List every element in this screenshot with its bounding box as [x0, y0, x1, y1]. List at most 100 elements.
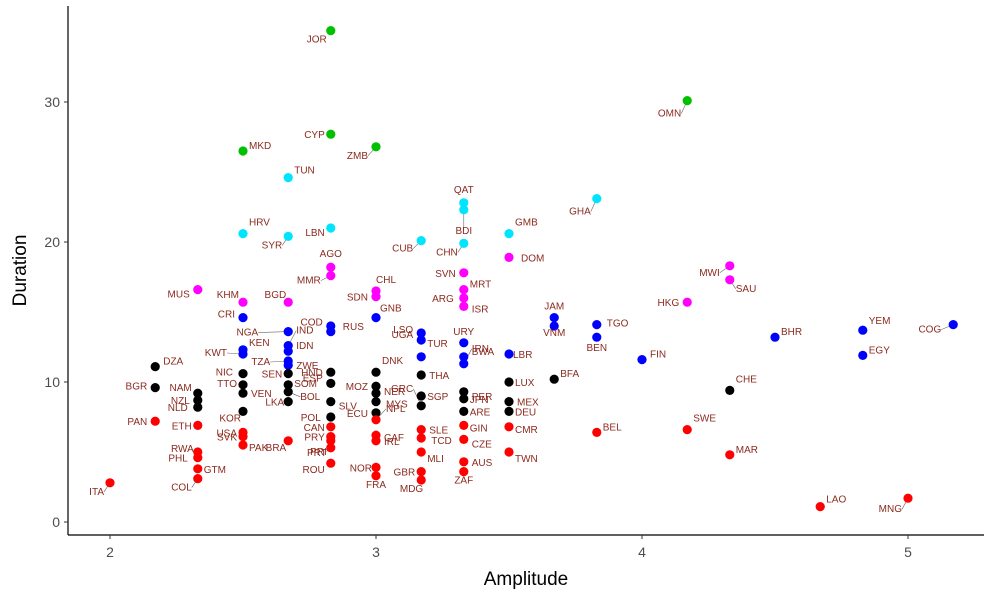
point-label: BHR — [781, 327, 802, 338]
data-point — [459, 457, 469, 467]
point-label: ESP — [303, 373, 323, 384]
x-tick-label: 4 — [638, 544, 646, 560]
point-label: ZAF — [454, 476, 473, 487]
point-label: DEU — [515, 407, 536, 418]
point-label: MDG — [400, 484, 424, 495]
point-label: OMN — [658, 109, 681, 120]
point-label: SLV — [339, 402, 357, 413]
data-point — [948, 320, 958, 330]
point-label: TTO — [217, 379, 237, 390]
data-point — [283, 297, 293, 307]
y-tick-label: 0 — [52, 514, 60, 530]
data-point — [504, 252, 514, 262]
point-label: LKA — [265, 398, 284, 409]
point-label: JAM — [544, 302, 564, 313]
point-label: KWT — [205, 348, 227, 359]
data-point — [371, 462, 381, 472]
point-label: KEN — [249, 338, 270, 349]
data-point — [193, 474, 203, 484]
data-point — [725, 450, 735, 460]
x-tick-label: 3 — [372, 544, 380, 560]
data-point — [416, 328, 426, 338]
point-label: IRL — [384, 437, 400, 448]
data-point — [459, 406, 469, 416]
data-point — [637, 355, 647, 365]
data-point — [459, 301, 469, 311]
point-label: ARG — [432, 294, 454, 305]
data-point — [326, 129, 336, 139]
data-point — [416, 467, 426, 477]
data-point — [326, 262, 336, 272]
data-point — [238, 440, 248, 450]
point-label: NOR — [350, 463, 372, 474]
data-point — [504, 406, 514, 416]
point-label: QAT — [454, 185, 474, 196]
point-label: SLE — [429, 426, 448, 437]
point-label: AUS — [472, 458, 493, 469]
point-label: PHL — [168, 454, 188, 465]
point-label: RWA — [171, 444, 194, 455]
data-point — [815, 502, 825, 512]
data-point — [150, 383, 160, 393]
data-point — [682, 297, 692, 307]
data-point — [459, 394, 469, 404]
x-tick-label: 2 — [106, 544, 114, 560]
data-point — [371, 436, 381, 446]
data-point — [238, 146, 248, 156]
point-label: POL — [301, 413, 321, 424]
data-point — [283, 387, 293, 397]
data-point — [416, 425, 426, 435]
point-label: LUX — [515, 378, 535, 389]
point-label: FRA — [366, 480, 386, 491]
point-label: GNB — [380, 304, 402, 315]
data-point — [150, 362, 160, 372]
data-point — [193, 402, 203, 412]
data-point — [549, 374, 559, 384]
data-point — [725, 385, 735, 395]
point-label: ETH — [172, 421, 192, 432]
point-label: BWA — [472, 347, 495, 358]
point-label: BRA — [266, 443, 287, 454]
data-point — [371, 415, 381, 425]
data-point — [371, 381, 381, 391]
data-point — [459, 434, 469, 444]
y-tick-label: 30 — [44, 94, 60, 110]
data-point — [416, 447, 426, 457]
point-label: SOM — [294, 379, 317, 390]
point-label: NLD — [168, 403, 188, 414]
point-label: KOR — [219, 413, 241, 424]
point-label: CRI — [218, 310, 235, 321]
point-label: LSO — [393, 325, 413, 336]
data-point — [326, 436, 336, 446]
point-label: SWE — [693, 414, 716, 425]
data-point — [682, 425, 692, 435]
data-point — [459, 205, 469, 215]
data-point — [858, 350, 868, 360]
point-label: BGR — [126, 382, 148, 393]
data-point — [549, 321, 559, 331]
data-point — [283, 380, 293, 390]
data-point — [459, 387, 469, 397]
point-label: NER — [384, 387, 405, 398]
data-point — [416, 475, 426, 485]
point-label: TWN — [515, 454, 538, 465]
point-label: VEN — [251, 389, 272, 400]
point-label: TUN — [294, 166, 315, 177]
point-label: DZA — [163, 357, 183, 368]
data-point — [371, 408, 381, 418]
point-label: BDI — [455, 226, 472, 237]
point-label: ZMB — [347, 151, 368, 162]
point-labels: JOR OMN CYP ZMB MKD TUN GHA QAT BDI HRV GMB SYR LBN C… — [89, 35, 941, 516]
data-point — [193, 285, 203, 295]
point-label: MAR — [736, 445, 758, 456]
point-label: MUS — [168, 290, 191, 301]
data-point — [283, 360, 293, 370]
point-label: NZL — [171, 396, 190, 407]
data-point — [238, 380, 248, 390]
point-label: MOZ — [346, 382, 368, 393]
data-point — [193, 464, 203, 474]
data-point — [459, 293, 469, 303]
data-point — [416, 370, 426, 380]
point-label: MYS — [386, 400, 408, 411]
data-point — [371, 142, 381, 152]
